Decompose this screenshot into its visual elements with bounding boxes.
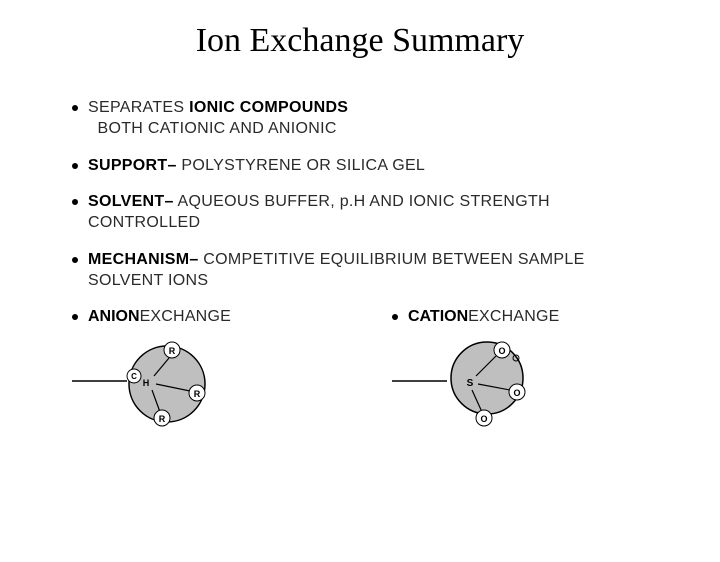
text-pre: SEPARATES: [88, 99, 189, 116]
svg-text:R: R: [194, 389, 201, 399]
svg-text:S: S: [467, 378, 474, 389]
bold-mid: IONIC COMPOUNDS: [189, 99, 348, 116]
bullet-text: SOLVENT– AQUEOUS BUFFER, p.H AND IONIC S…: [88, 192, 632, 234]
cation-heading: CATIONEXCHANGE: [392, 308, 612, 326]
anion-sphere-icon: R C H R R: [72, 336, 252, 431]
text-rest: POLYSTYRENE OR SILICA GEL: [177, 157, 425, 174]
cation-sphere-icon: O S O O: [392, 336, 572, 431]
bullet-text: MECHANISM– COMPETITIVE EQUILIBRIUM BETWE…: [88, 250, 632, 292]
bullet-text: SUPPORT– POLYSTYRENE OR SILICA GEL: [88, 156, 425, 177]
bold-label: SOLVENT–: [88, 193, 174, 210]
exchange-row: ANIONEXCHANGE R C H R R C: [72, 308, 720, 426]
bold-label: MECHANISM–: [88, 251, 199, 268]
bold-label: SUPPORT–: [88, 157, 177, 174]
svg-text:O: O: [513, 388, 520, 398]
cation-column: CATIONEXCHANGE O S O O: [392, 308, 612, 426]
cation-diagram: O S O O: [392, 336, 612, 426]
bullet-dot-icon: [72, 105, 78, 111]
bullet-dot-icon: [72, 163, 78, 169]
anion-bold: ANION: [88, 308, 140, 326]
svg-text:R: R: [159, 414, 166, 424]
bullet-dot-icon: [72, 314, 78, 320]
bullet-dot-icon: [392, 314, 398, 320]
svg-text:O: O: [480, 414, 487, 424]
bullet-solvent: SOLVENT– AQUEOUS BUFFER, p.H AND IONIC S…: [72, 192, 632, 234]
anion-column: ANIONEXCHANGE R C H R R: [72, 308, 292, 426]
anion-heading: ANIONEXCHANGE: [72, 308, 292, 326]
bullet-mechanism: MECHANISM– COMPETITIVE EQUILIBRIUM BETWE…: [72, 250, 632, 292]
svg-text:C: C: [131, 372, 137, 381]
bullet-separates: SEPARATES IONIC COMPOUNDS BOTH CATIONIC …: [72, 98, 632, 140]
text-post: BOTH CATIONIC AND ANIONIC: [88, 120, 337, 137]
anion-rest: EXCHANGE: [140, 308, 231, 326]
bullet-dot-icon: [72, 199, 78, 205]
page-title: Ion Exchange Summary: [0, 22, 720, 60]
bullet-list: SEPARATES IONIC COMPOUNDS BOTH CATIONIC …: [72, 98, 632, 292]
cation-rest: EXCHANGE: [468, 308, 559, 326]
svg-text:H: H: [143, 378, 150, 388]
svg-text:O: O: [498, 346, 505, 356]
anion-diagram: R C H R R: [72, 336, 292, 426]
svg-text:R: R: [169, 346, 176, 356]
cation-bold: CATION: [408, 308, 468, 326]
bullet-support: SUPPORT– POLYSTYRENE OR SILICA GEL: [72, 156, 632, 177]
bullet-text: SEPARATES IONIC COMPOUNDS BOTH CATIONIC …: [88, 98, 348, 140]
bullet-dot-icon: [72, 257, 78, 263]
